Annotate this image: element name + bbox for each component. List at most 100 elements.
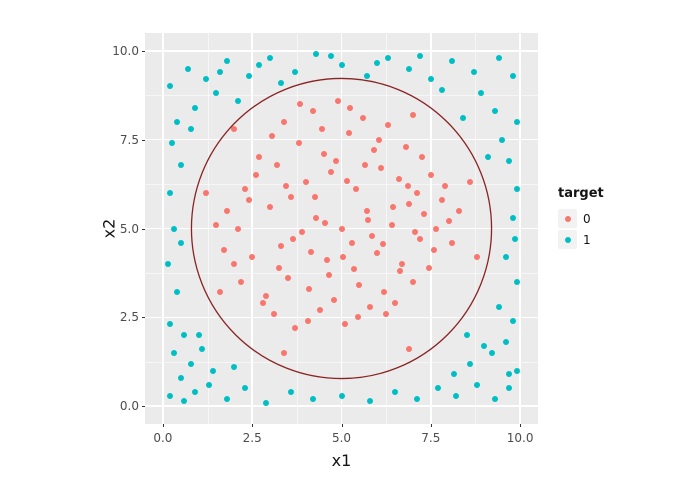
- data-point: [513, 118, 520, 125]
- data-point: [209, 367, 216, 374]
- data-point: [392, 300, 399, 307]
- data-point: [343, 177, 350, 184]
- data-point: [342, 321, 349, 328]
- data-point: [238, 278, 245, 285]
- gridline: [145, 50, 538, 52]
- data-point: [306, 285, 313, 292]
- data-point: [411, 229, 418, 236]
- data-point: [359, 115, 366, 122]
- data-point: [402, 143, 409, 150]
- data-point: [406, 346, 413, 353]
- data-point: [174, 289, 181, 296]
- data-point: [325, 271, 332, 278]
- data-point: [252, 172, 259, 179]
- gridline: [145, 138, 538, 141]
- data-point: [313, 51, 320, 58]
- data-point: [174, 118, 181, 125]
- data-point: [338, 61, 345, 68]
- data-point: [181, 397, 188, 404]
- data-point: [502, 339, 509, 346]
- data-point: [352, 186, 359, 193]
- y-tick-label: 5.0: [119, 221, 139, 236]
- data-point: [202, 76, 209, 83]
- data-point: [288, 193, 295, 200]
- data-point: [259, 300, 266, 307]
- data-point: [206, 381, 213, 388]
- data-point: [484, 154, 491, 161]
- data-point: [267, 204, 274, 211]
- data-point: [427, 172, 434, 179]
- x-tick-mark: [520, 424, 522, 427]
- data-point: [409, 111, 416, 118]
- y-tick-mark: [142, 50, 145, 52]
- data-point: [376, 136, 382, 143]
- data-point: [202, 189, 209, 196]
- data-point: [324, 257, 331, 264]
- x-axis-tick-labels: 0.0 2.5 5.0 7.5 10.0: [145, 431, 538, 447]
- data-point: [431, 246, 438, 253]
- data-point: [406, 65, 413, 72]
- x-tick-label: 10.0: [506, 431, 534, 445]
- data-point: [442, 182, 449, 189]
- data-point: [288, 389, 295, 395]
- data-point: [363, 72, 370, 79]
- gridline: [519, 33, 521, 424]
- data-point: [309, 108, 316, 115]
- data-point: [217, 69, 224, 76]
- data-point: [245, 72, 252, 79]
- data-point: [492, 108, 499, 115]
- data-point: [292, 69, 299, 76]
- data-point: [331, 296, 338, 303]
- data-point: [365, 216, 372, 223]
- data-point: [506, 371, 513, 378]
- x-tick-label: 0.0: [153, 431, 173, 445]
- data-point: [474, 381, 481, 388]
- data-point: [281, 118, 288, 125]
- data-point: [340, 253, 347, 260]
- data-point: [509, 214, 516, 221]
- data-point: [390, 204, 397, 211]
- data-point: [322, 220, 329, 227]
- data-point: [199, 346, 206, 353]
- data-point: [309, 396, 316, 403]
- y-tick-mark: [142, 317, 145, 319]
- data-point: [308, 248, 315, 255]
- x-axis-title: x1: [145, 451, 538, 470]
- data-point: [511, 236, 518, 243]
- data-point: [256, 61, 263, 68]
- x-tick-label: 5.0: [331, 431, 352, 445]
- data-point: [426, 264, 433, 271]
- data-point: [181, 332, 188, 339]
- data-point: [374, 60, 381, 67]
- data-point: [449, 58, 456, 65]
- data-point: [167, 83, 173, 90]
- data-point: [399, 261, 406, 268]
- data-point: [392, 389, 399, 395]
- legend-entry: 1: [558, 229, 604, 250]
- data-point: [433, 225, 440, 232]
- data-point: [456, 207, 463, 214]
- plot-panel: [145, 33, 538, 424]
- x-tick-mark: [252, 424, 254, 427]
- data-point: [417, 236, 424, 243]
- data-point: [438, 197, 445, 204]
- data-point: [188, 360, 195, 367]
- data-point: [345, 129, 352, 136]
- data-point: [506, 157, 513, 164]
- data-point: [224, 58, 231, 65]
- data-point: [284, 275, 291, 282]
- data-point: [167, 392, 173, 399]
- data-point: [274, 161, 281, 168]
- data-point: [220, 246, 227, 253]
- data-point: [249, 253, 256, 260]
- data-point: [224, 207, 231, 214]
- data-point: [356, 282, 363, 289]
- data-point: [349, 239, 356, 246]
- legend-dot-icon: [564, 215, 571, 222]
- data-point: [290, 236, 297, 243]
- data-point: [170, 349, 177, 356]
- data-point: [245, 197, 252, 204]
- data-point: [217, 289, 224, 296]
- data-point: [242, 385, 249, 392]
